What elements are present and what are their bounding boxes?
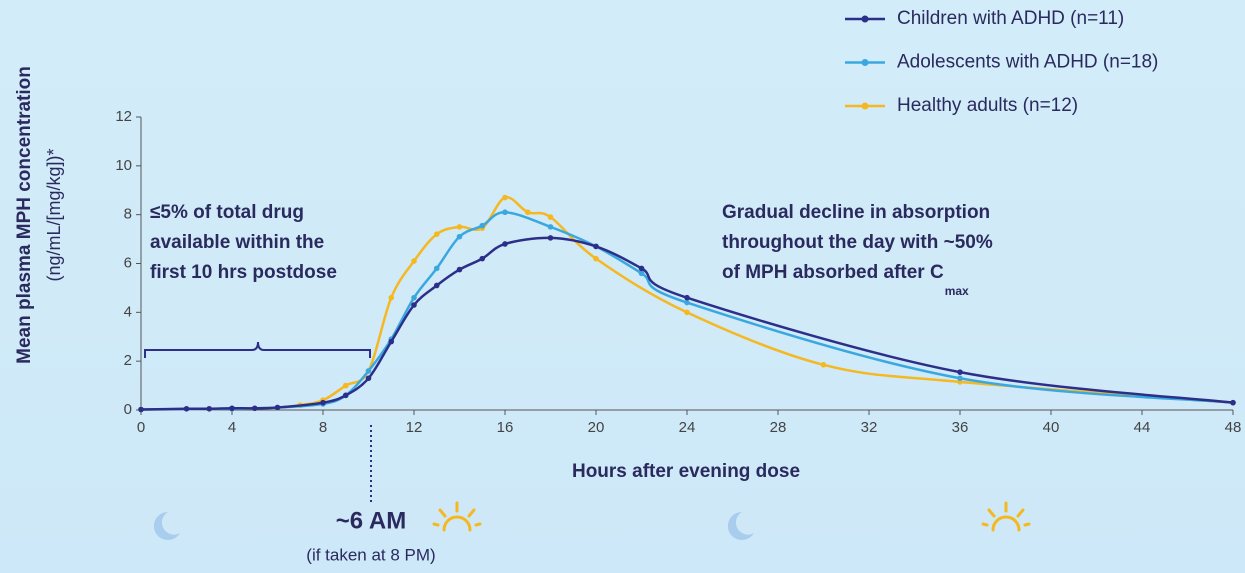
y-axis-units: (ng/mL/[mg/kg])* <box>44 148 64 281</box>
legend-marker <box>861 102 869 110</box>
bracket <box>144 341 371 358</box>
data-point <box>524 209 531 216</box>
y-tick-label: 4 <box>124 303 132 320</box>
x-tick-label: 48 <box>1225 419 1242 436</box>
data-point <box>411 258 417 264</box>
data-point <box>365 368 372 374</box>
x-tick-label: 20 <box>588 419 605 436</box>
y-tick-label: 8 <box>124 206 132 223</box>
data-point <box>547 235 554 241</box>
data-point <box>547 224 554 230</box>
annotation: throughout the day with ~50% <box>722 232 993 253</box>
x-tick-label: 24 <box>679 419 696 436</box>
annotation: Gradual decline in absorption <box>722 202 990 223</box>
sun-icon <box>432 501 482 532</box>
time-label: ~6 AM <box>336 507 406 534</box>
legend-label: Adolescents with ADHD (n=18) <box>897 52 1158 73</box>
y-tick-label: 2 <box>124 352 132 369</box>
data-point <box>365 375 372 382</box>
legend-label: Healthy adults (n=12) <box>897 95 1078 116</box>
x-tick-label: 16 <box>497 419 514 436</box>
moon-icon <box>727 511 754 540</box>
x-tick-label: 4 <box>228 419 236 436</box>
data-point <box>957 369 963 375</box>
moon-icon <box>153 511 180 540</box>
data-point <box>206 405 213 412</box>
data-point <box>388 294 395 301</box>
annotation: available within the <box>150 232 324 253</box>
data-point <box>342 392 349 399</box>
data-point <box>502 209 508 216</box>
x-axis-label: Hours after evening dose <box>572 461 800 482</box>
data-point <box>820 362 827 368</box>
data-point <box>433 265 440 272</box>
data-point <box>229 405 235 412</box>
data-point <box>411 302 417 308</box>
x-tick-label: 44 <box>1134 419 1151 436</box>
data-point <box>957 375 963 382</box>
sun-icon <box>981 501 1031 532</box>
annotation-subscript: max <box>945 284 969 298</box>
data-point <box>433 231 440 237</box>
data-point <box>456 266 463 273</box>
data-point <box>388 338 395 345</box>
data-point <box>138 406 144 413</box>
y-tick-label: 12 <box>115 108 132 125</box>
data-point <box>320 399 326 406</box>
data-point <box>274 404 281 411</box>
time-note: (if taken at 8 PM) <box>306 545 435 564</box>
data-point <box>502 194 508 201</box>
data-point <box>433 282 440 289</box>
data-point <box>684 294 690 301</box>
x-tick-label: 12 <box>406 419 423 436</box>
y-axis-label: Mean plasma MPH concentration <box>14 66 35 364</box>
x-tick-label: 28 <box>770 419 787 436</box>
x-tick-label: 40 <box>1043 419 1060 436</box>
legend-label: Children with ADHD (n=11) <box>897 8 1124 29</box>
x-tick-label: 36 <box>952 419 969 436</box>
y-tick-label: 6 <box>124 254 132 271</box>
annotation: ≤5% of total drug <box>150 202 304 223</box>
y-tick-label: 0 <box>124 401 132 418</box>
data-point <box>502 241 508 247</box>
y-tick-label: 10 <box>115 157 132 174</box>
data-point <box>456 233 463 240</box>
data-point <box>593 243 599 250</box>
data-point <box>547 214 554 220</box>
data-point <box>411 294 417 301</box>
data-point <box>251 405 258 412</box>
data-point <box>183 405 190 412</box>
data-point <box>479 222 486 229</box>
data-point <box>638 270 645 277</box>
data-point <box>342 382 349 389</box>
x-tick-label: 0 <box>137 419 145 436</box>
data-point <box>684 299 690 306</box>
annotation: of MPH absorbed after C <box>722 262 944 283</box>
data-point <box>456 224 463 230</box>
legend-marker <box>861 59 869 66</box>
data-point <box>593 255 599 262</box>
x-tick-label: 32 <box>861 419 878 436</box>
data-point <box>479 255 486 262</box>
data-point <box>684 309 690 316</box>
legend-marker <box>861 15 869 23</box>
data-point <box>1230 399 1236 406</box>
x-tick-label: 8 <box>319 419 327 436</box>
annotation: first 10 hrs postdose <box>150 262 337 283</box>
data-point <box>638 265 645 272</box>
